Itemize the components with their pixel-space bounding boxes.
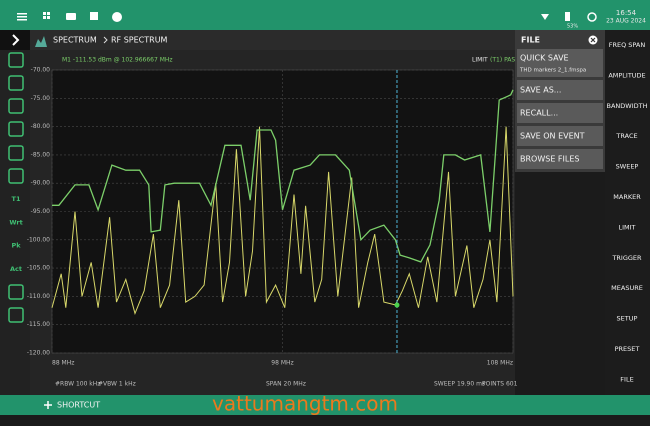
y-tick-label: -85.00 — [31, 151, 51, 158]
right-items: FREQ SPAN AMPLITUDE BANDWIDTH TRACE SWEEP MAR… — [607, 41, 648, 383]
clock: 16:54 — [616, 9, 637, 17]
plus-icon — [44, 401, 52, 409]
breadcrumb-item[interactable]: RF SPECTRUM — [111, 36, 168, 45]
y-tick-label: -100.00 — [27, 236, 50, 243]
y-tick-label: -75.00 — [31, 95, 51, 102]
file-item-label: BROWSE FILES — [520, 155, 579, 164]
span: SPAN 20 MHz — [266, 381, 306, 388]
trace — [51, 126, 514, 315]
quick-save-label: QUICK SAVE — [520, 54, 569, 63]
quick-save[interactable] — [517, 49, 603, 77]
shortcut[interactable]: SHORTCUT — [57, 401, 100, 410]
watermark: vattumangtm.com — [212, 392, 398, 416]
x-tick-label: 108 MHz — [487, 360, 513, 367]
limit-label: LIMIT — [472, 57, 488, 64]
quick-save-file: THD markers 2_1.fmspa — [519, 68, 586, 74]
menu-item[interactable]: AMPLITUDE — [608, 71, 645, 79]
y-tick-label: -110.00 — [27, 293, 50, 300]
chevron — [12, 34, 20, 46]
file-item[interactable] — [517, 103, 603, 123]
y-tick-label: -95.00 — [31, 208, 51, 215]
date: 23 AUG 2024 — [606, 18, 646, 25]
menu-item[interactable]: SWEEP — [616, 163, 639, 171]
menu-item[interactable]: FREQ SPAN — [609, 41, 646, 49]
breadcrumb-item[interactable]: SPECTRUM — [53, 36, 97, 45]
close-x — [590, 37, 596, 43]
menu-item[interactable]: SETUP — [617, 315, 638, 323]
menu-item[interactable]: MARKER — [613, 193, 641, 201]
vbw: #VBW 1 kHz — [98, 381, 136, 388]
y-tick-label: -80.00 — [31, 123, 51, 130]
spectrum-icon — [35, 36, 47, 47]
x-tick-label: 98 MHz — [271, 360, 293, 367]
menu-item[interactable]: LIMIT — [618, 223, 635, 231]
y-tick-label: -90.00 — [31, 180, 51, 187]
file-item-label: SAVE ON EVENT — [520, 132, 585, 141]
points: POINTS 601 — [482, 381, 518, 388]
side-labels: T1 Wrt Pk Act — [9, 195, 22, 273]
file-items: SAVE AS... RECALL... SAVE ON EVENT BROWSE F… — [517, 80, 603, 169]
marker-readout: M1 -111.53 dBm @ 102.966667 MHz — [62, 57, 173, 64]
y-tick-label: -120.00 — [27, 350, 50, 357]
side-icons — [8, 52, 24, 323]
file-item-label: RECALL... — [520, 109, 558, 118]
trace — [52, 89, 514, 263]
menu-item[interactable]: TRIGGER — [611, 254, 642, 262]
x-tick-label: 88 MHz — [52, 360, 74, 367]
limit-status: (T1) PASS — [490, 57, 519, 64]
menu-item[interactable]: PRESET — [615, 345, 640, 353]
expand-button[interactable] — [0, 30, 30, 50]
sweep: SWEEP — [434, 381, 455, 388]
file-item-label: SAVE AS... — [520, 86, 561, 95]
menu-item[interactable]: BANDWIDTH — [607, 102, 648, 110]
rbw: #RBW 100 kHz — [55, 381, 100, 388]
bottom-bar — [0, 395, 650, 415]
y-tick-label: -70.00 — [31, 67, 51, 74]
side-tool[interactable]: T1 — [12, 195, 21, 203]
side-tool[interactable]: Act — [10, 265, 22, 273]
right-menu — [605, 30, 650, 395]
y-tick-label: -105.00 — [27, 265, 50, 272]
side-tool[interactable]: Wrt — [9, 218, 22, 226]
file-menu-title: FILE — [521, 36, 540, 45]
side-tool[interactable]: Pk — [11, 242, 21, 250]
file-item[interactable] — [517, 149, 603, 169]
menu-item[interactable]: TRACE — [615, 132, 637, 140]
sweep-time: 19.90 ms — [457, 381, 485, 388]
marker-point — [394, 302, 400, 308]
plot: -70.00 -75.00 -80.00 -85.00 -90.00 -95.00 -100… — [27, 67, 514, 367]
battery: 53% — [567, 24, 578, 30]
side-toolbar — [0, 50, 30, 395]
top-icons — [17, 12, 597, 22]
breadcrumb-bar — [0, 30, 515, 50]
menu-item[interactable]: FILE — [620, 375, 633, 383]
menu-item[interactable]: MEASURE — [611, 284, 643, 292]
breadcrumb-sep — [103, 36, 108, 44]
y-tick-label: -115.00 — [27, 321, 50, 328]
file-item[interactable] — [517, 126, 603, 146]
file-item[interactable] — [517, 80, 603, 100]
